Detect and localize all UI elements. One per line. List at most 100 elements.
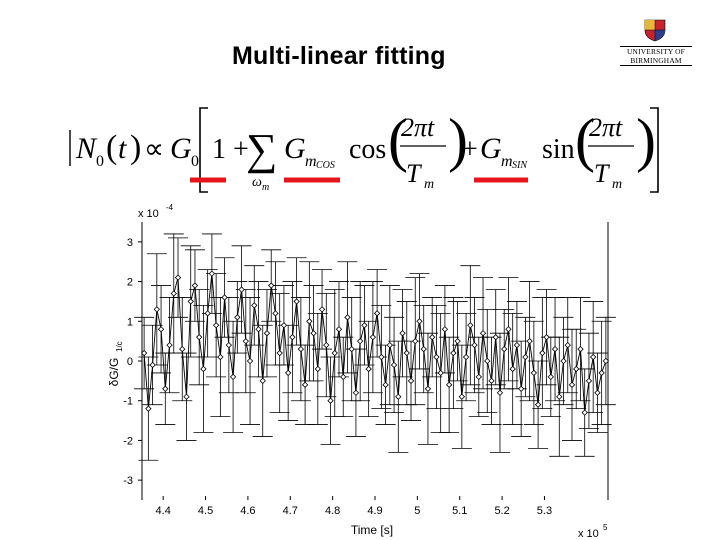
eq-gsin-subsub: SIN [512, 160, 528, 171]
eq-g0: G [170, 132, 192, 165]
eq-sum: ∑ [246, 125, 277, 174]
data-point [492, 334, 499, 341]
data-point [581, 409, 588, 416]
data-point [340, 373, 347, 381]
data-point [331, 349, 338, 357]
data-point [450, 349, 457, 357]
data-point [179, 345, 186, 353]
university-name-line1: UNIVERSITY OF [627, 47, 685, 56]
eq-sin: sin [542, 134, 575, 165]
eq-lhs-t: t [118, 132, 127, 165]
data-point [568, 381, 576, 388]
data-point [373, 310, 381, 317]
data-point [598, 369, 605, 377]
data-point [543, 334, 550, 341]
data-point [183, 393, 190, 400]
eq-cos-denominator-sub: m [424, 177, 434, 192]
data-point [399, 330, 406, 337]
x-tick-label: 5 [414, 505, 420, 517]
y-exponent-power: -4 [166, 203, 174, 212]
data-point [517, 385, 525, 392]
y-exponent-label: x 10 [138, 208, 159, 220]
data-point [297, 345, 305, 353]
data-point [386, 341, 393, 349]
data-point [284, 369, 292, 377]
data-point [327, 397, 334, 404]
data-point [323, 341, 330, 349]
data-point [153, 306, 160, 313]
y-tick-label: 1 [127, 316, 133, 328]
x-tick-label: 4.5 [198, 505, 213, 517]
data-point [369, 334, 377, 341]
data-point [204, 310, 211, 317]
data-point [407, 377, 415, 385]
y-axis-label: δG/G [107, 358, 121, 387]
x-tick-label: 5.1 [452, 505, 467, 517]
data-point [272, 310, 279, 317]
data-point [416, 318, 423, 325]
data-point [467, 322, 474, 329]
x-tick-label: 4.4 [156, 505, 171, 517]
data-point [263, 330, 271, 337]
data-point [496, 389, 504, 396]
data-point [513, 341, 521, 349]
data-point [217, 353, 224, 361]
data-point [556, 393, 563, 400]
data-point [162, 385, 169, 392]
data-point [501, 345, 508, 353]
data-point [145, 405, 152, 412]
data-point [390, 361, 398, 369]
eq-proportional: ∝ [144, 134, 164, 165]
data-point [458, 393, 466, 400]
data-point [174, 274, 182, 281]
eq-one-plus: 1 + [212, 134, 249, 165]
eq-plus: + [462, 134, 478, 165]
x-exponent-power: 5 [603, 523, 608, 532]
data-point [382, 381, 389, 388]
x-exponent-label: x 10 [578, 528, 599, 540]
data-point [318, 306, 326, 313]
crest-icon [644, 19, 666, 42]
data-point [208, 270, 216, 277]
data-point [200, 365, 207, 373]
eq-cos-paren-open: ( [388, 107, 408, 173]
data-point [403, 349, 410, 357]
data-point [255, 326, 262, 333]
data-point [344, 314, 351, 321]
data-point [310, 330, 317, 337]
slide-title: Multi-linear fitting [232, 42, 446, 70]
eq-gsin: G [480, 132, 502, 165]
data-point [454, 337, 461, 345]
data-point [314, 365, 321, 373]
university-name: UNIVERSITY OF BIRMINGHAM [620, 46, 692, 66]
y-axis-label-sub: 1/c [115, 341, 124, 352]
data-point [412, 337, 419, 345]
x-tick-label: 4.8 [325, 505, 340, 517]
data-point [539, 349, 546, 357]
data-point [547, 373, 554, 381]
x-tick-label: 4.9 [367, 505, 382, 517]
data-point [361, 322, 368, 329]
data-point [196, 334, 203, 341]
eq-sin-paren-close: ) [636, 107, 656, 173]
eq-lhs-n: N [75, 132, 98, 165]
data-point [509, 365, 516, 373]
data-point [251, 302, 258, 309]
data-point [280, 322, 288, 329]
data-point [437, 369, 444, 377]
y-tick-label: 0 [127, 356, 133, 368]
eq-paren-close: ) [130, 129, 141, 166]
data-point [166, 341, 173, 349]
data-point [534, 401, 542, 408]
data-point [462, 353, 470, 361]
data-point [268, 282, 275, 289]
eq-cos-denominator: T [406, 159, 422, 188]
eq-sin-denominator: T [594, 159, 610, 188]
data-point [348, 345, 355, 353]
data-point [585, 377, 593, 385]
university-logo: UNIVERSITY OF BIRMINGHAM [620, 18, 692, 70]
data-point [212, 322, 220, 329]
eq-cos: cos [349, 134, 386, 165]
data-point [187, 298, 194, 305]
data-point [259, 377, 266, 385]
